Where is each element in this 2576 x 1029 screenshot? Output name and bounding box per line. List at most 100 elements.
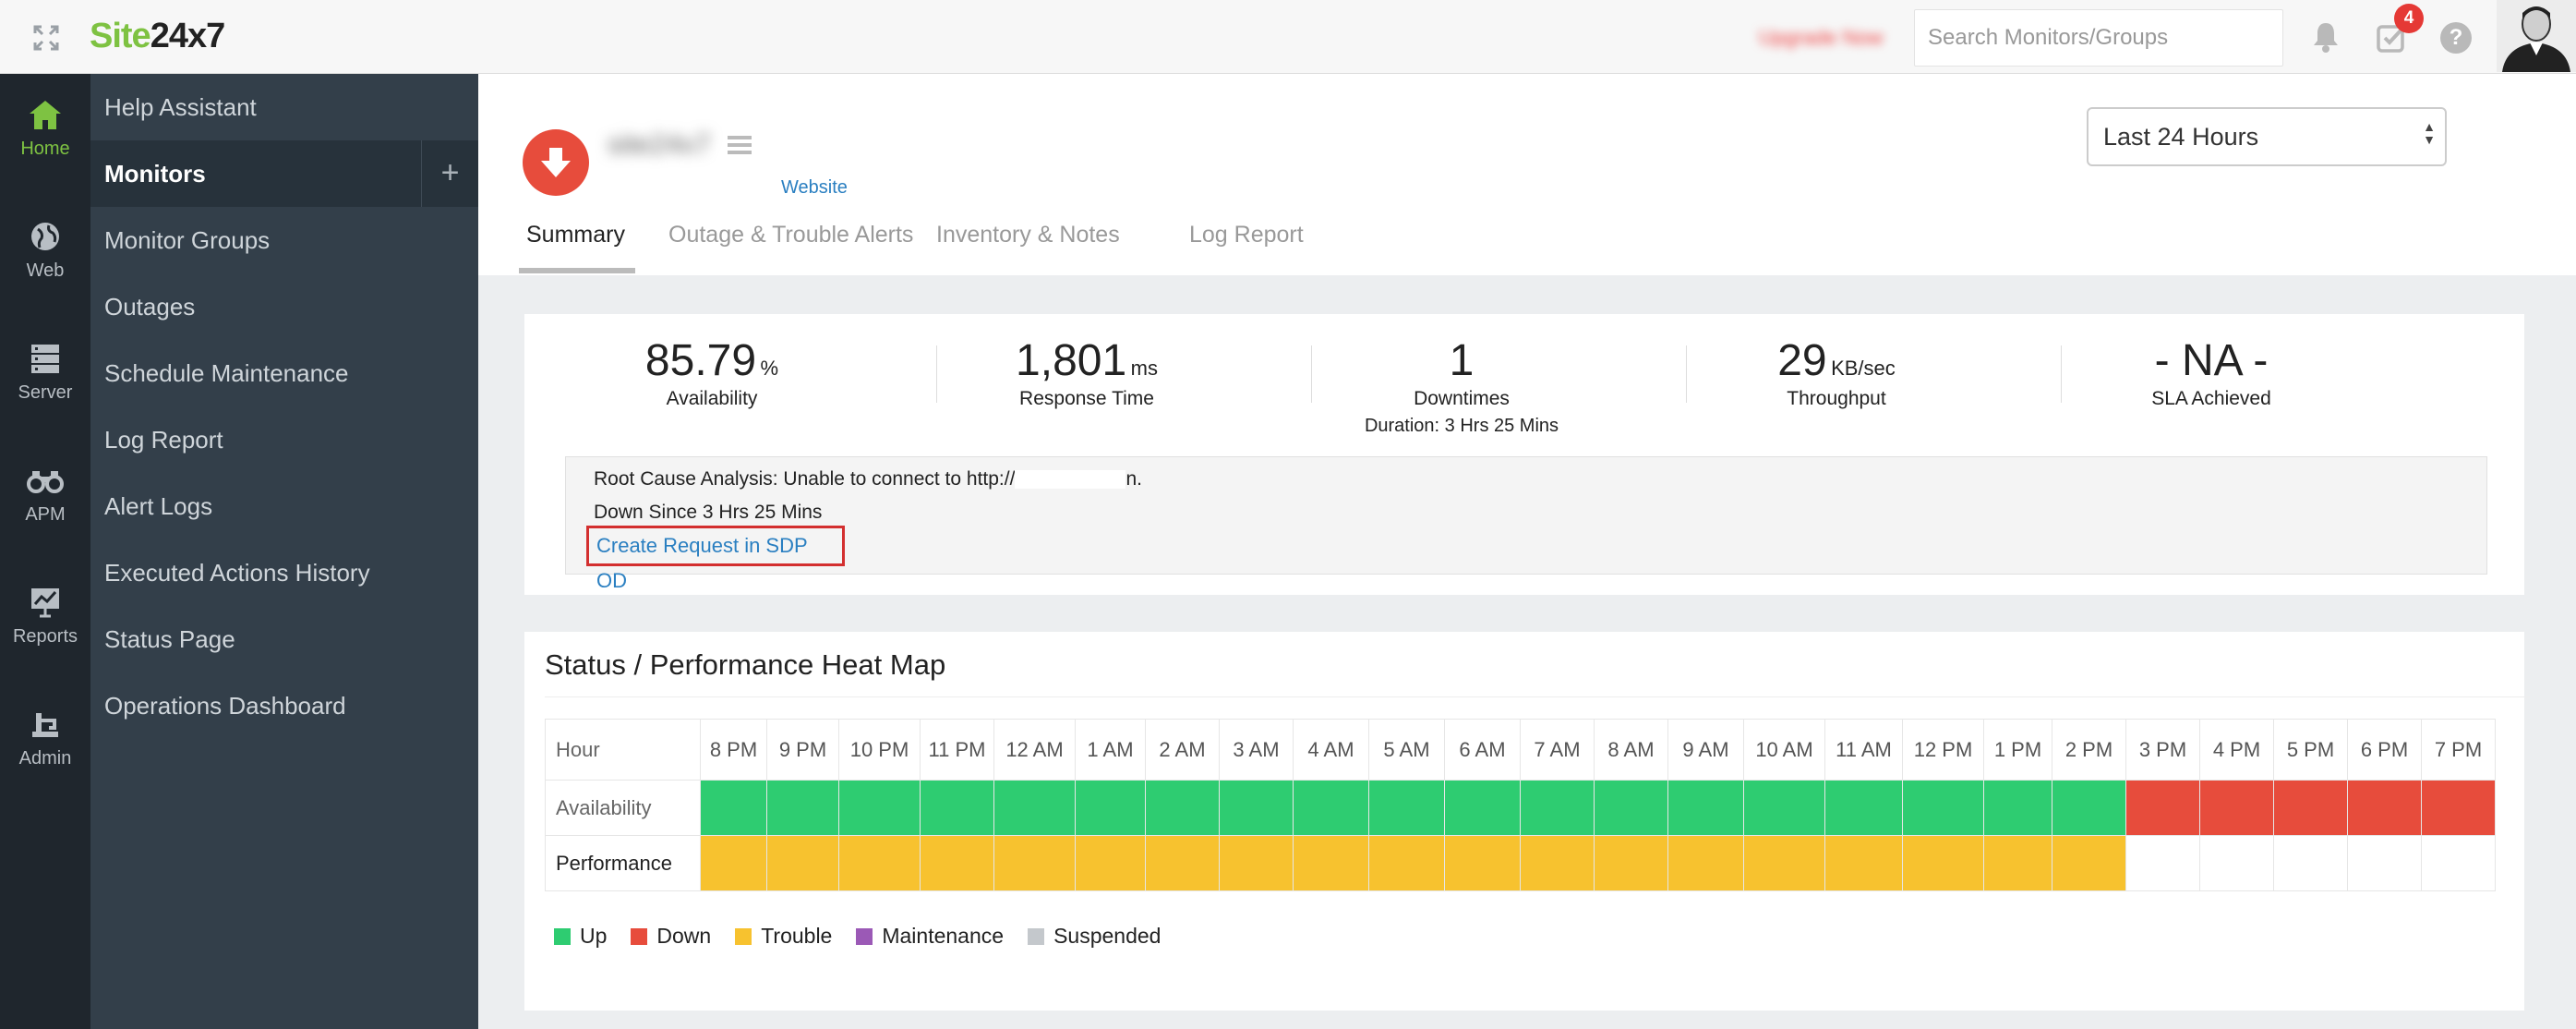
heatmap-cell-up[interactable] bbox=[1983, 780, 2052, 836]
heatmap-cell-up[interactable] bbox=[1594, 780, 1668, 836]
heatmap-cell-up[interactable] bbox=[1824, 780, 1903, 836]
tab-log-report[interactable]: Log Report bbox=[1189, 222, 1304, 248]
legend-label: Up bbox=[580, 924, 608, 948]
heatmap-cell-up[interactable] bbox=[1667, 780, 1744, 836]
rail-item-admin[interactable]: Admin bbox=[0, 684, 90, 794]
downtimes-label: Downtimes bbox=[1414, 388, 1510, 409]
stat-divider bbox=[936, 345, 937, 403]
expand-icon[interactable] bbox=[31, 24, 61, 54]
sidebar-item-status-page[interactable]: Status Page bbox=[90, 606, 478, 672]
site24x7-logo[interactable]: Site24x7 bbox=[90, 17, 225, 55]
heatmap-hour-tick: 8 AM bbox=[1594, 719, 1668, 781]
heatmap-cell-trouble[interactable] bbox=[1293, 835, 1369, 891]
heatmap-cell-down[interactable] bbox=[2347, 780, 2422, 836]
heatmap-card: Status / Performance Heat Map Hour 8 PM 9 … bbox=[524, 632, 2530, 1011]
heatmap-cell-up[interactable] bbox=[1075, 780, 1146, 836]
heatmap-cell-trouble[interactable] bbox=[700, 835, 767, 891]
bell-icon[interactable] bbox=[2311, 20, 2341, 54]
heatmap-hour-tick: 12 PM bbox=[1902, 719, 1984, 781]
heatmap-cell-up[interactable] bbox=[1293, 780, 1369, 836]
heatmap-hour-tick: 11 AM bbox=[1824, 719, 1903, 781]
create-sdp-request-link[interactable]: Create Request in SDP OD bbox=[586, 526, 845, 592]
heatmap-cell-trouble[interactable] bbox=[1983, 835, 2052, 891]
sidebar-item-executed-actions-history[interactable]: Executed Actions History bbox=[90, 539, 478, 606]
heatmap-cell-up[interactable] bbox=[920, 780, 994, 836]
rail-item-server[interactable]: Server bbox=[0, 318, 90, 429]
tasks-icon[interactable] bbox=[2376, 22, 2407, 54]
sidebar-item-monitors[interactable]: Monitors + bbox=[90, 140, 478, 207]
sidebar-nav: Help Assistant Monitors + Monitor Groups … bbox=[90, 74, 478, 1029]
heatmap-cell-up[interactable] bbox=[1743, 780, 1825, 836]
heatmap-cell-up[interactable] bbox=[993, 780, 1076, 836]
monitor-name: site24x7 bbox=[608, 129, 711, 160]
heatmap-cell-down[interactable] bbox=[2421, 780, 2496, 836]
sidebar-item-log-report[interactable]: Log Report bbox=[90, 406, 478, 473]
time-range-select[interactable]: Last 24 Hours ▲ ▼ bbox=[2087, 107, 2447, 166]
heatmap-cell-down[interactable] bbox=[2125, 780, 2200, 836]
heatmap-cell-up[interactable] bbox=[1368, 780, 1445, 836]
rail-item-apm[interactable]: APM bbox=[0, 440, 90, 551]
sidebar-item-outages[interactable]: Outages bbox=[90, 273, 478, 340]
heatmap-cell-up[interactable] bbox=[838, 780, 921, 836]
stat-response-time: 1,801 ms Response Time bbox=[899, 334, 1274, 410]
top-bar: Site24x7 Upgrade Now Search Monitors/Gro… bbox=[0, 0, 2576, 74]
heatmap-cell-trouble[interactable] bbox=[1667, 835, 1744, 891]
heatmap-cell-trouble[interactable] bbox=[1520, 835, 1595, 891]
tab-inventory-notes[interactable]: Inventory & Notes bbox=[936, 222, 1120, 248]
heatmap-cell-up[interactable] bbox=[1145, 780, 1220, 836]
heatmap-cell-up[interactable] bbox=[700, 780, 767, 836]
heatmap-cell-trouble[interactable] bbox=[1444, 835, 1521, 891]
heatmap-cell-trouble[interactable] bbox=[1743, 835, 1825, 891]
heatmap-cell-up[interactable] bbox=[2052, 780, 2126, 836]
avatar[interactable] bbox=[2497, 0, 2576, 72]
hamburger-menu-icon[interactable] bbox=[726, 131, 753, 159]
heatmap-cell-trouble[interactable] bbox=[1368, 835, 1445, 891]
search-input[interactable]: Search Monitors/Groups bbox=[1914, 9, 2283, 67]
heatmap-cell-trouble[interactable] bbox=[1219, 835, 1294, 891]
down-status-icon bbox=[523, 129, 589, 196]
admin-icon bbox=[32, 713, 58, 737]
rail-label-reports: Reports bbox=[12, 626, 78, 647]
sidebar-item-label: Operations Dashboard bbox=[104, 692, 346, 720]
sidebar-item-monitor-groups[interactable]: Monitor Groups bbox=[90, 207, 478, 273]
legend-label: Maintenance bbox=[882, 924, 1005, 948]
heatmap-cell-none bbox=[2347, 835, 2422, 891]
heatmap-cell-trouble[interactable] bbox=[766, 835, 839, 891]
throughput-value: 29 bbox=[1777, 336, 1827, 385]
heatmap-cell-up[interactable] bbox=[1902, 780, 1984, 836]
heatmap-cell-trouble[interactable] bbox=[1075, 835, 1146, 891]
tab-outage-trouble-alerts[interactable]: Outage & Trouble Alerts bbox=[668, 222, 914, 248]
heatmap-cell-trouble[interactable] bbox=[1902, 835, 1984, 891]
time-range-value: Last 24 Hours bbox=[2103, 123, 2259, 151]
rail-item-home[interactable]: Home bbox=[0, 74, 90, 185]
heatmap-cell-trouble[interactable] bbox=[993, 835, 1076, 891]
heatmap-cell-down[interactable] bbox=[2273, 780, 2348, 836]
sidebar-item-help-assistant[interactable]: Help Assistant bbox=[90, 74, 478, 140]
sidebar-item-schedule-maintenance[interactable]: Schedule Maintenance bbox=[90, 340, 478, 406]
legend-swatch bbox=[735, 928, 752, 945]
heatmap-cell-up[interactable] bbox=[1520, 780, 1595, 836]
legend-item-down: Down bbox=[631, 924, 711, 949]
monitor-type-link[interactable]: Website bbox=[781, 177, 848, 198]
heatmap-cell-trouble[interactable] bbox=[2052, 835, 2126, 891]
home-icon bbox=[30, 101, 61, 129]
heatmap-cell-up[interactable] bbox=[766, 780, 839, 836]
heatmap-cell-trouble[interactable] bbox=[1145, 835, 1220, 891]
heatmap-cell-trouble[interactable] bbox=[1594, 835, 1668, 891]
upgrade-link[interactable]: Upgrade Now bbox=[1759, 26, 1884, 49]
help-icon[interactable]: ? bbox=[2440, 22, 2472, 54]
sidebar-item-operations-dashboard[interactable]: Operations Dashboard bbox=[90, 672, 478, 739]
add-monitor-button[interactable]: + bbox=[421, 140, 478, 207]
sidebar-item-alert-logs[interactable]: Alert Logs bbox=[90, 473, 478, 539]
rail-label-admin: Admin bbox=[18, 748, 72, 769]
rail-item-web[interactable]: Web bbox=[0, 196, 90, 307]
heatmap-hour-tick: 3 AM bbox=[1219, 719, 1294, 781]
heatmap-cell-trouble[interactable] bbox=[920, 835, 994, 891]
heatmap-cell-trouble[interactable] bbox=[838, 835, 921, 891]
heatmap-cell-down[interactable] bbox=[2199, 780, 2274, 836]
heatmap-cell-trouble[interactable] bbox=[1824, 835, 1903, 891]
rail-item-reports[interactable]: Reports bbox=[0, 562, 90, 672]
heatmap-cell-up[interactable] bbox=[1444, 780, 1521, 836]
heatmap-cell-up[interactable] bbox=[1219, 780, 1294, 836]
tab-summary[interactable]: Summary bbox=[526, 222, 625, 248]
